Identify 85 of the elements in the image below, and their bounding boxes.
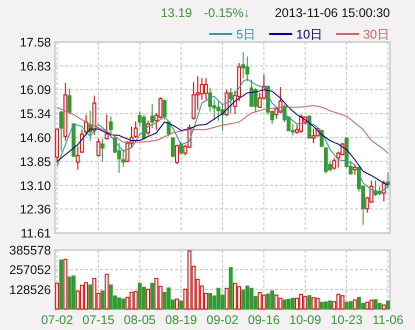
y-tick-label: 13.10 [20, 178, 52, 193]
y-tick-label: 17.58 [20, 36, 52, 50]
candlestick [170, 136, 175, 158]
x-tick-label: 07-15 [82, 313, 114, 327]
candlestick [108, 116, 113, 136]
bar [208, 292, 212, 310]
bar [162, 292, 167, 310]
bar [290, 298, 295, 310]
candlestick [100, 138, 105, 162]
candlestick [254, 88, 258, 112]
bar [166, 288, 171, 310]
x-tick-label: 08-05 [124, 313, 156, 327]
bar [150, 282, 154, 310]
bar [88, 284, 92, 310]
bar [374, 299, 378, 310]
bar [282, 299, 286, 310]
bar [270, 290, 274, 310]
bar [378, 302, 382, 310]
candlestick [68, 88, 72, 114]
bar [142, 286, 146, 310]
bar [250, 288, 254, 310]
legend-label: 30日 [363, 28, 390, 42]
y-tick-label: 11.61 [20, 226, 52, 240]
text: 13.19 [160, 6, 192, 20]
candlestick [200, 78, 204, 100]
bar [245, 286, 250, 310]
y-tick-label: 16.83 [20, 59, 52, 74]
candlestick [245, 56, 250, 82]
bar [100, 290, 105, 310]
bar [59, 260, 64, 310]
candlestick [204, 78, 208, 100]
candlestick [332, 157, 336, 170]
bar [344, 302, 349, 310]
bar [72, 275, 76, 310]
y-tick-label: 15.34 [20, 107, 52, 122]
bar [266, 294, 270, 310]
bar [117, 297, 122, 310]
candlestick [76, 146, 80, 170]
bar [68, 276, 72, 310]
x-tick-label: 11-06 [372, 313, 404, 327]
bar [386, 300, 390, 310]
candlestick [241, 52, 246, 79]
y-tick-label: 128526 [9, 282, 52, 297]
candlestick [175, 144, 179, 164]
candlestick [146, 120, 150, 136]
bar [241, 290, 246, 310]
bar [320, 302, 324, 310]
y-tick-label: 16.09 [20, 83, 52, 98]
y-tick-label: 14.60 [20, 130, 52, 145]
candlestick [121, 148, 126, 167]
bar [228, 267, 233, 310]
candlestick [142, 114, 146, 140]
bar [328, 300, 332, 310]
text: 2013-11-06 15:00:30 [274, 6, 390, 20]
bar [348, 301, 353, 310]
x-tick-label: 10-09 [289, 313, 322, 327]
x-tick-label: 07-02 [41, 313, 74, 327]
bar [286, 298, 291, 310]
y-tick-label: 257052 [9, 263, 52, 278]
candlestick [312, 128, 316, 144]
x-tick-label: 08-19 [165, 313, 198, 327]
bar [179, 300, 184, 310]
x-tick-label: 09-02 [206, 313, 239, 327]
x-tick-label: 10-23 [330, 313, 363, 327]
candlestick [150, 104, 154, 129]
bar [357, 296, 361, 310]
bar [138, 282, 142, 310]
y-tick-label: 385578 [9, 244, 52, 258]
candlestick [324, 146, 328, 174]
text: -0.15%↓ [204, 6, 250, 20]
bar [324, 301, 328, 310]
candlestick [386, 172, 390, 188]
bar [216, 288, 220, 310]
y-tick-label: 12.36 [20, 202, 52, 217]
candlestick [59, 110, 64, 152]
bar [307, 295, 312, 310]
bar [121, 298, 126, 310]
candlestick [179, 142, 184, 156]
y-tick-label: 13.85 [20, 154, 52, 169]
bar [108, 284, 113, 310]
candlestick [162, 99, 167, 120]
candlestick [96, 138, 100, 157]
x-tick-label: 09-16 [248, 313, 280, 327]
legend-label: 5日 [236, 28, 256, 42]
legend-label: 10日 [296, 28, 324, 42]
